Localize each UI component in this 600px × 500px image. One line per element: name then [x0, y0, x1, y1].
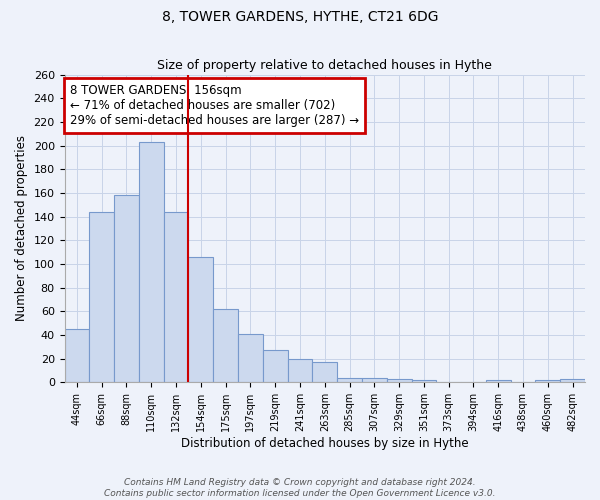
- Bar: [486, 380, 511, 382]
- Text: Contains HM Land Registry data © Crown copyright and database right 2024.
Contai: Contains HM Land Registry data © Crown c…: [104, 478, 496, 498]
- Bar: [188, 257, 213, 382]
- Bar: [114, 196, 139, 382]
- Bar: [65, 329, 89, 382]
- Bar: [238, 334, 263, 382]
- Bar: [412, 380, 436, 382]
- Bar: [362, 378, 387, 382]
- Text: 8 TOWER GARDENS: 156sqm
← 71% of detached houses are smaller (702)
29% of semi-d: 8 TOWER GARDENS: 156sqm ← 71% of detache…: [70, 84, 359, 127]
- Bar: [535, 380, 560, 382]
- Bar: [560, 379, 585, 382]
- Bar: [263, 350, 287, 382]
- Bar: [337, 378, 362, 382]
- Bar: [213, 309, 238, 382]
- Bar: [139, 142, 164, 382]
- Title: Size of property relative to detached houses in Hythe: Size of property relative to detached ho…: [157, 59, 492, 72]
- Y-axis label: Number of detached properties: Number of detached properties: [15, 136, 28, 322]
- Bar: [287, 358, 313, 382]
- Bar: [164, 212, 188, 382]
- X-axis label: Distribution of detached houses by size in Hythe: Distribution of detached houses by size …: [181, 437, 469, 450]
- Bar: [387, 379, 412, 382]
- Bar: [313, 362, 337, 382]
- Text: 8, TOWER GARDENS, HYTHE, CT21 6DG: 8, TOWER GARDENS, HYTHE, CT21 6DG: [162, 10, 438, 24]
- Bar: [89, 212, 114, 382]
